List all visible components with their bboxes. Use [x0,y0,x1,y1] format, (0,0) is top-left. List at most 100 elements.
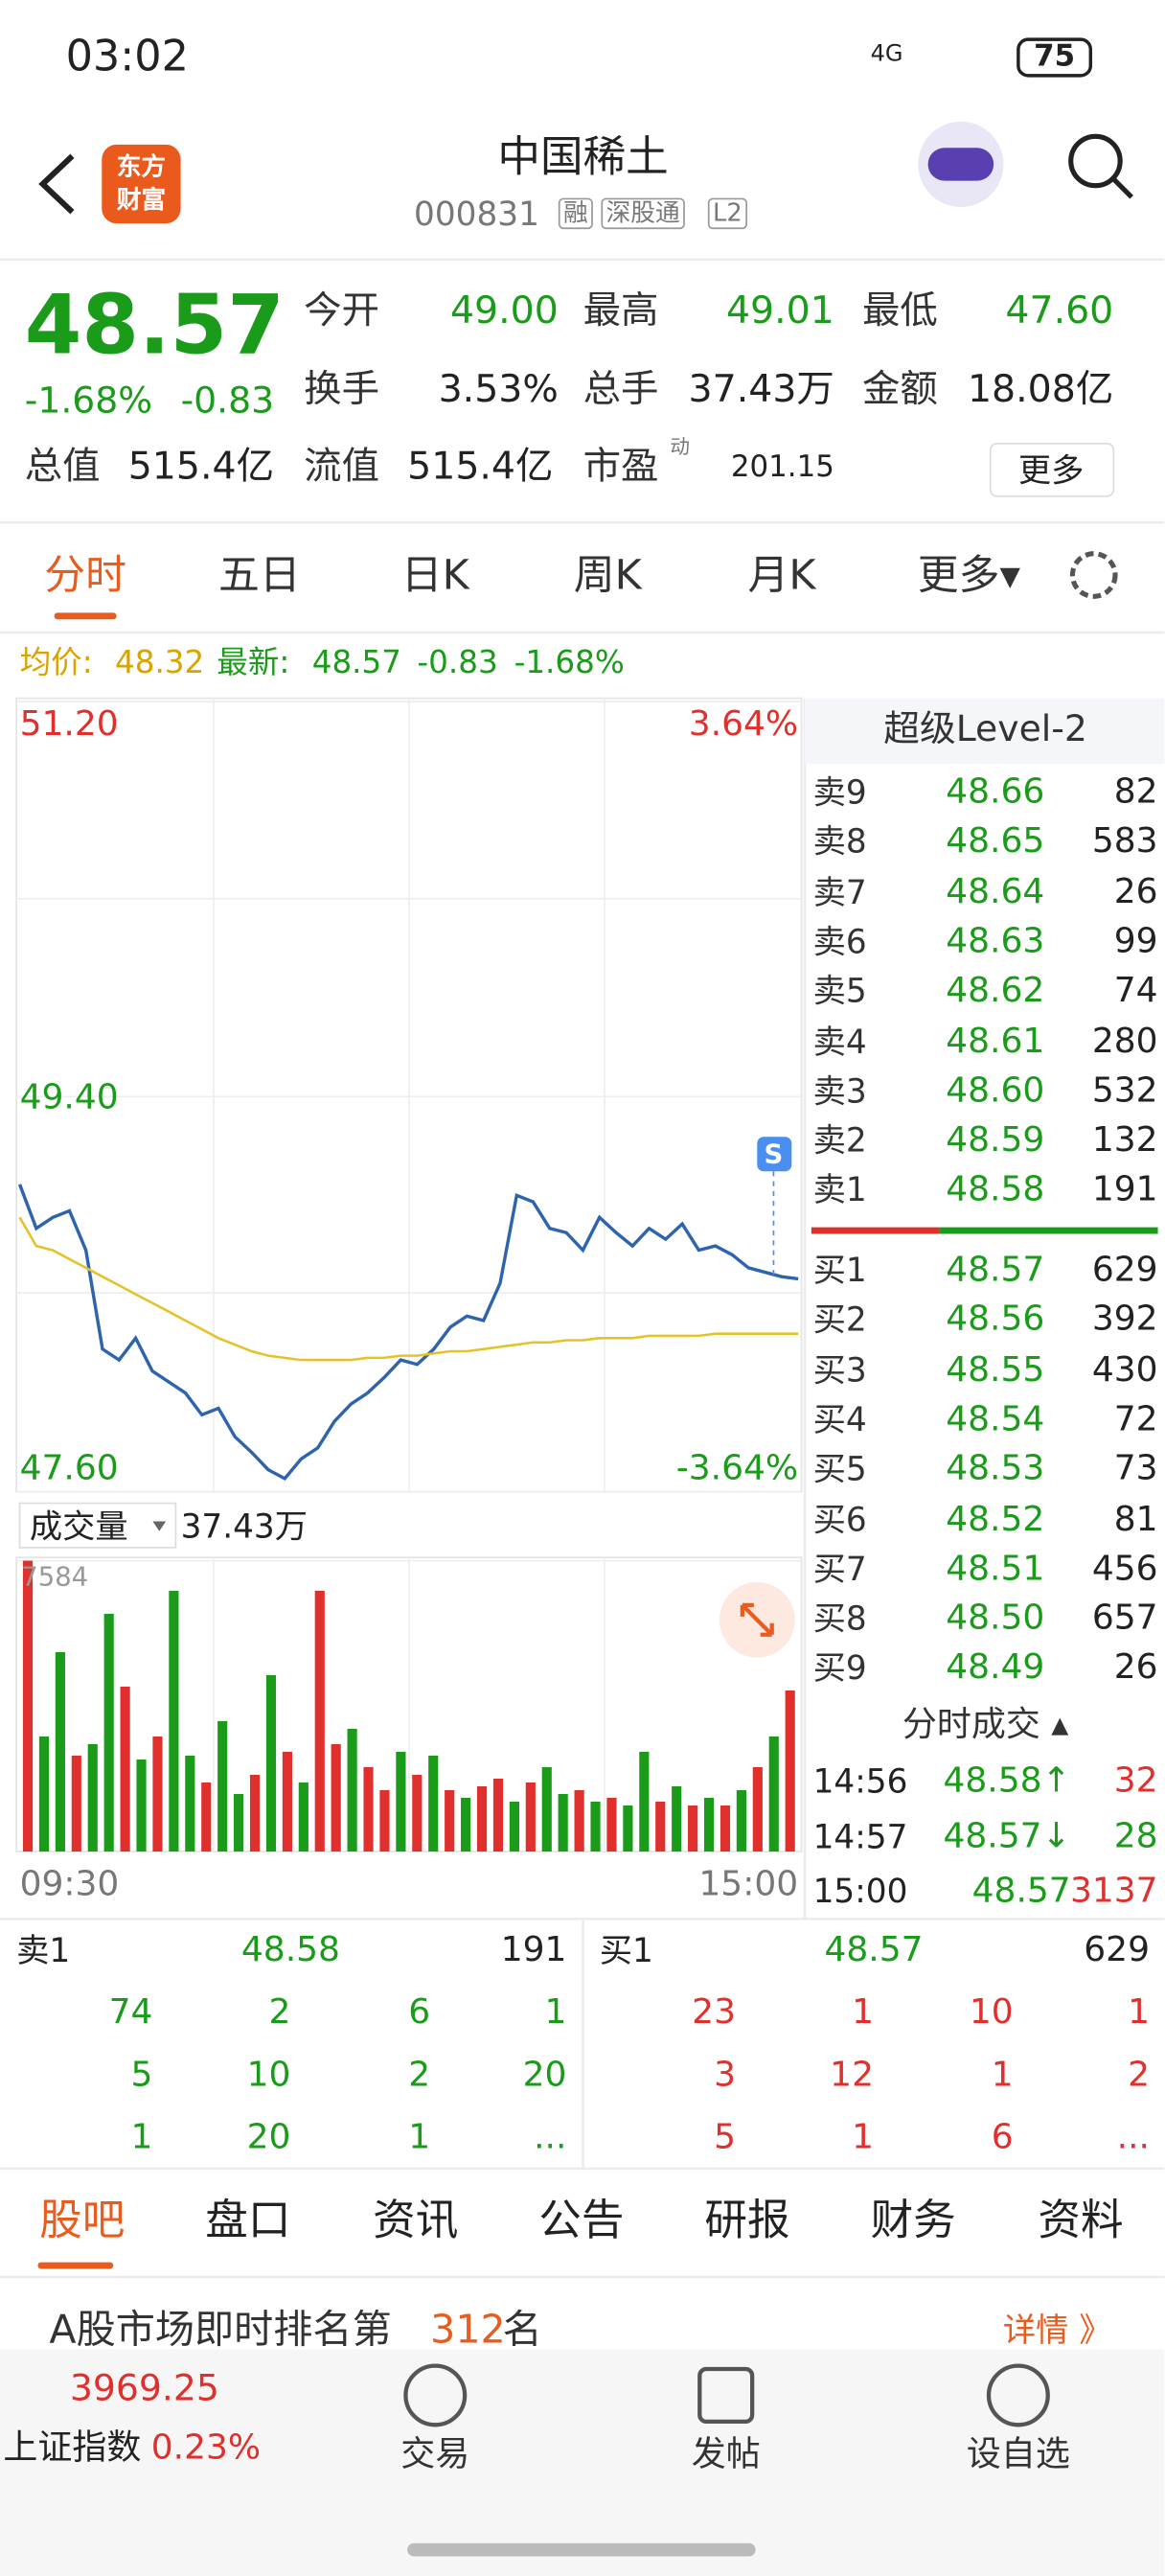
queue-order: 3 [714,2054,737,2094]
bottom-tab[interactable]: 公告 [538,2196,625,2246]
book-price: 48.65 [946,820,1045,861]
queue-order: 1 [544,1991,567,2032]
chart-tab[interactable]: 五日 [217,551,301,599]
volume-bar [169,1590,179,1852]
ranking-text: A股市场即时排名第 [49,2306,392,2353]
volume-bar [703,1798,715,1852]
footer-action[interactable]: 发帖 [691,2433,761,2473]
trades-title: 分时成交 ▴ [902,1704,1069,1744]
book-price: 48.58 [946,1169,1045,1209]
book-price: 48.56 [946,1299,1045,1339]
book-volume: 430 [1091,1348,1158,1389]
y-tick-label: 49.40 [19,1075,119,1116]
stat-value: 3.53% [438,368,559,412]
volume-bar [639,1751,650,1852]
more-button-label[interactable]: 更多 [1017,449,1085,490]
queue-order: 6 [408,1991,431,2032]
queue-order: ... [534,2116,567,2157]
status-network: 4G [870,40,903,68]
ranking-text: 名 [502,2306,542,2353]
battery [1017,37,1093,78]
info-text: 最新: [217,644,290,681]
search-button[interactable] [1068,133,1123,189]
avatar-face [927,148,994,181]
stat-value: 49.01 [725,289,834,334]
chart-tab[interactable]: 月K [747,551,816,599]
book-volume: 280 [1091,1020,1158,1060]
volume-total: 37.43万 [180,1506,308,1547]
footer-action[interactable]: 设自选 [966,2433,1070,2473]
queue-label: 买1 [599,1930,653,1970]
trade-price: 48.57↓ [943,1815,1071,1855]
volume-selector[interactable] [18,1502,177,1549]
volume-bar [672,1786,682,1852]
pct-label: -3.64% [675,1448,799,1488]
post-icon[interactable] [697,2366,755,2425]
queue-order: 10 [969,1991,1014,2032]
settings-button[interactable] [1069,551,1118,599]
volume-bar [461,1798,471,1852]
volume-bar [363,1766,374,1852]
queue-order: 2 [268,1991,291,2032]
volume-title: 成交量 [29,1506,128,1547]
stat-value: 201.15 [730,449,834,485]
logo[interactable] [102,144,181,224]
chart-tab[interactable]: 日K [400,551,469,599]
x-tick-label: 15:00 [698,1863,799,1904]
trade-volume: 3137 [1069,1870,1158,1910]
book-price: 48.57 [946,1249,1045,1289]
bottom-tab[interactable]: 资料 [1038,2196,1124,2246]
bottom-tab[interactable]: 资讯 [373,2196,459,2246]
ranking-number: 312 [430,2306,506,2353]
book-label: 买6 [812,1499,867,1539]
back-button[interactable] [38,153,75,215]
volume-bar [152,1736,163,1852]
volume-bar [379,1790,390,1852]
watchlist-icon[interactable] [986,2363,1050,2427]
trade-price: 48.58↑ [943,1760,1071,1801]
y-tick-label: 7584 [21,1560,89,1593]
bottom-tab[interactable]: 研报 [704,2196,790,2246]
book-volume: 26 [1113,870,1158,910]
book-volume: 583 [1091,820,1158,861]
book-price: 48.49 [946,1647,1045,1688]
queue-order: 1 [408,2116,431,2157]
volume-bar [136,1759,147,1852]
separators [0,258,1165,2279]
book-volume: 82 [1113,770,1158,812]
volume-bar [688,1806,698,1852]
bottom-tab[interactable]: 股吧 [39,2196,126,2246]
bottom-tab[interactable]: 盘口 [205,2196,291,2246]
queue-price: 48.57 [824,1929,924,1969]
bottom-tab[interactable]: 财务 [870,2196,956,2246]
book-price: 48.66 [946,770,1045,812]
stat-label: 流值 [304,446,380,490]
book-volume: 392 [1091,1299,1158,1339]
y-tick-label: 47.60 [19,1448,119,1488]
volume-bar [103,1613,114,1852]
logo-text: 东方 [116,151,167,182]
book-volume: 72 [1113,1398,1158,1438]
volume-bar [217,1720,228,1852]
book-price: 48.60 [946,1070,1045,1110]
queue-order: 1 [130,2116,153,2157]
chart-tab[interactable]: 分时 [44,551,127,599]
queue-price: 48.58 [240,1929,340,1969]
more-button[interactable] [989,443,1115,497]
volume-bar [331,1743,341,1852]
chart-tab[interactable]: 周K [573,551,642,599]
book-label: 买7 [812,1549,867,1589]
chart-tab[interactable]: 更多▾ [917,551,1021,599]
expand-icon [740,1602,774,1637]
trade-time: 14:57 [812,1816,908,1856]
book-price: 48.64 [946,870,1045,910]
ranking-link[interactable]: 详情 》 [1002,2310,1112,2350]
book-price: 48.55 [946,1348,1045,1389]
trade-icon[interactable] [403,2363,468,2427]
book-price: 48.53 [946,1448,1045,1488]
signal-label: S [764,1138,784,1170]
footer-action[interactable]: 交易 [400,2433,470,2473]
book-label: 卖5 [812,971,867,1011]
trade-time: 15:00 [812,1871,908,1911]
